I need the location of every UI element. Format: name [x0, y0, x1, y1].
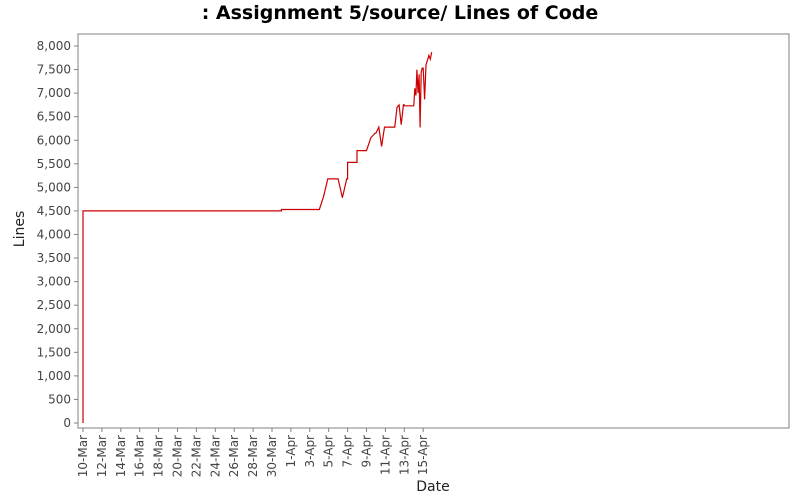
x-tick-label: 16-Mar: [133, 435, 147, 477]
y-tick-label: 3,500: [37, 251, 71, 265]
y-axis: 0 500 1,000 1,500 2,000 2,500 3,000 3,500 4,000 4…: [37, 39, 78, 430]
series-layer: [82, 51, 433, 423]
y-tick-label: 5,500: [37, 157, 71, 171]
y-tick-label: 6,500: [37, 110, 71, 124]
x-tick-label: 5-Apr: [322, 435, 336, 468]
y-tick-label: 4,500: [37, 204, 71, 218]
x-tick-label: 26-Mar: [227, 435, 241, 477]
x-tick-label: 30-Mar: [265, 435, 279, 477]
chart-title: : Assignment 5/source/ Lines of Code: [201, 2, 599, 24]
y-tick-label: 7,000: [37, 86, 71, 100]
x-tick-label: 24-Mar: [208, 435, 222, 477]
x-tick-label: 7-Apr: [341, 435, 355, 468]
y-tick-label: 4,000: [37, 228, 71, 242]
x-tick-label: 11-Apr: [378, 435, 392, 475]
plot-area: [77, 33, 790, 429]
x-tick-label: 15-Apr: [416, 435, 430, 475]
x-axis: 10-Mar 12-Mar 14-Mar 16-Mar 18-Mar 20-Mar 22-M…: [76, 428, 430, 477]
y-tick-label: 2,500: [37, 298, 71, 312]
series-line: [82, 51, 433, 423]
y-axis-title: Lines: [12, 211, 28, 247]
y-tick-label: 5,000: [37, 180, 71, 194]
y-tick-label: 500: [48, 392, 71, 406]
x-tick-label: 3-Apr: [303, 435, 317, 468]
y-tick-label: 0: [63, 416, 71, 430]
y-tick-label: 1,500: [37, 345, 71, 359]
x-tick-label: 28-Mar: [246, 435, 260, 477]
y-tick-label: 2,000: [37, 322, 71, 336]
x-tick-label: 12-Mar: [95, 435, 109, 477]
y-tick-label: 6,000: [37, 133, 71, 147]
y-tick-label: 7,500: [37, 63, 71, 77]
x-tick-label: 1-Apr: [284, 435, 298, 468]
x-tick-label: 13-Apr: [397, 435, 411, 475]
x-tick-label: 18-Mar: [152, 435, 166, 477]
x-tick-label: 14-Mar: [114, 435, 128, 477]
x-tick-label: 9-Apr: [360, 435, 374, 468]
y-tick-label: 1,000: [37, 369, 71, 383]
y-tick-label: 3,000: [37, 275, 71, 289]
y-tick-label: 8,000: [37, 39, 71, 53]
x-tick-label: 10-Mar: [76, 435, 90, 477]
x-axis-title: Date: [416, 479, 449, 495]
x-tick-label: 20-Mar: [171, 435, 185, 477]
x-tick-label: 22-Mar: [189, 435, 203, 477]
